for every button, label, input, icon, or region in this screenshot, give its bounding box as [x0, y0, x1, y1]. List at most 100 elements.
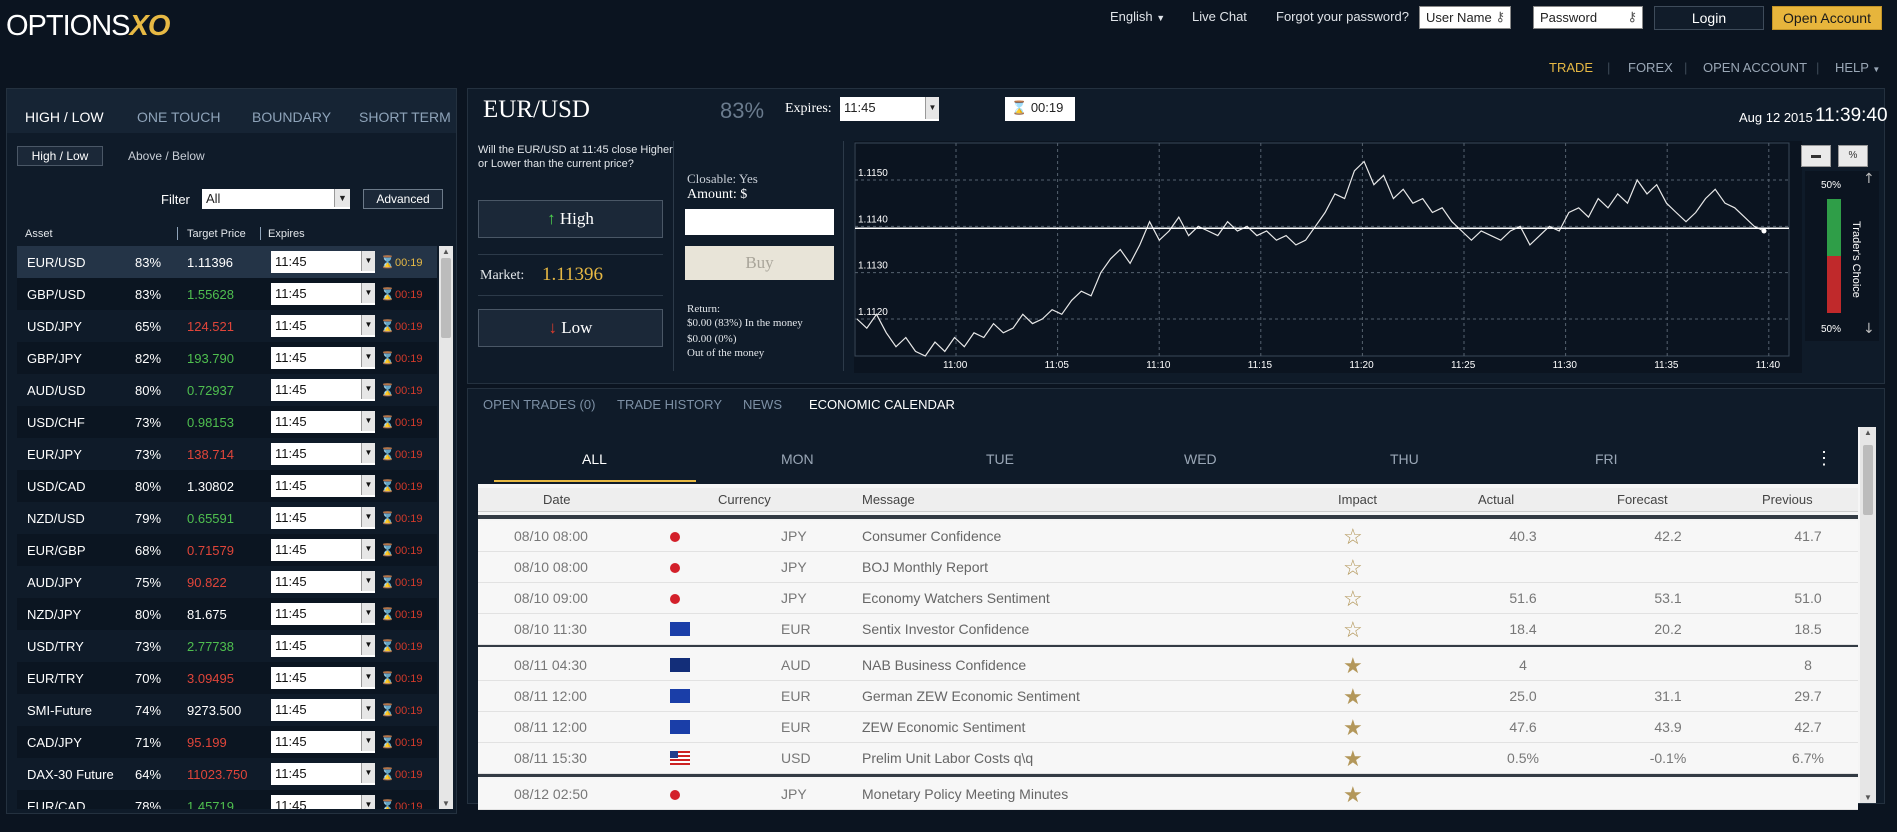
username-input[interactable]: User Name ⚷	[1419, 6, 1511, 29]
tab-high-low[interactable]: HIGH / LOW	[25, 109, 104, 125]
asset-list-scrollbar[interactable]: ▲ ▼	[439, 246, 453, 809]
day-tab-wed[interactable]: WED	[1184, 451, 1217, 467]
asset-expires-select[interactable]: 11:45 ▼	[271, 763, 375, 785]
scroll-thumb[interactable]	[1863, 445, 1873, 515]
hourglass-icon: ⌛	[380, 383, 395, 397]
asset-expires-select[interactable]: 11:45 ▼	[271, 635, 375, 657]
nav-open-account[interactable]: OPEN ACCOUNT	[1703, 60, 1808, 75]
asset-target-price: 90.822	[187, 575, 227, 590]
live-chat-link[interactable]: Live Chat	[1192, 9, 1247, 24]
calendar-scrollbar[interactable]: ▲ ▼	[1860, 427, 1876, 803]
open-account-button[interactable]: Open Account	[1772, 6, 1882, 30]
calendar-row[interactable]: 08/10 09:00 JPY Economy Watchers Sentiment…	[478, 583, 1858, 614]
calendar-row[interactable]: 08/12 02:50 JPY Monetary Policy Meeting Mi…	[478, 779, 1858, 810]
asset-expires-select[interactable]: 11:45 ▼	[271, 347, 375, 369]
asset-row[interactable]: SMI-Future 74% 9273.500 11:45 ▼ ⌛00:19	[17, 694, 437, 726]
asset-expires-select[interactable]: 11:45 ▼	[271, 507, 375, 529]
tab-trade-history[interactable]: TRADE HISTORY	[617, 397, 722, 412]
asset-expires-select[interactable]: 11:45 ▼	[271, 795, 375, 809]
asset-row[interactable]: USD/JPY 65% 124.521 11:45 ▼ ⌛00:19	[17, 310, 437, 342]
asset-row[interactable]: AUD/USD 80% 0.72937 11:45 ▼ ⌛00:19	[17, 374, 437, 406]
nav-forex[interactable]: FOREX	[1628, 60, 1673, 75]
asset-expires-select[interactable]: 11:45 ▼	[271, 571, 375, 593]
scroll-down-icon[interactable]: ▼	[1864, 793, 1872, 802]
buy-button[interactable]: Buy	[685, 246, 834, 280]
asset-row[interactable]: USD/CAD 80% 1.30802 11:45 ▼ ⌛00:19	[17, 470, 437, 502]
asset-row[interactable]: AUD/JPY 75% 90.822 11:45 ▼ ⌛00:19	[17, 566, 437, 598]
event-previous: 6.7%	[1792, 750, 1824, 766]
tab-boundary[interactable]: BOUNDARY	[252, 109, 332, 125]
asset-row[interactable]: GBP/USD 83% 1.55628 11:45 ▼ ⌛00:19	[17, 278, 437, 310]
filter-select[interactable]: All ▼	[202, 189, 350, 209]
asset-expires-select[interactable]: 11:45 ▼	[271, 731, 375, 753]
asset-row[interactable]: EUR/CAD 78% 1.45719 11:45 ▼ ⌛00:19	[17, 790, 437, 809]
asset-row[interactable]: NZD/USD 79% 0.65591 11:45 ▼ ⌛00:19	[17, 502, 437, 534]
asset-row[interactable]: USD/TRY 73% 2.77738 11:45 ▼ ⌛00:19	[17, 630, 437, 662]
day-tab-fri[interactable]: FRI	[1595, 451, 1618, 467]
logo[interactable]: OPTIONSXO	[6, 10, 170, 43]
calendar-row[interactable]: 08/10 08:00 JPY BOJ Monthly Report ☆	[478, 552, 1858, 583]
low-button[interactable]: ↓ Low	[478, 309, 663, 347]
tab-open-trades[interactable]: OPEN TRADES (0)	[483, 397, 596, 412]
asset-timer: ⌛00:19	[380, 511, 423, 525]
asset-row[interactable]: EUR/GBP 68% 0.71579 11:45 ▼ ⌛00:19	[17, 534, 437, 566]
asset-expires-select[interactable]: 11:45 ▼	[271, 667, 375, 689]
calendar-row[interactable]: 08/10 08:00 JPY Consumer Confidence ☆ 40.3 42…	[478, 521, 1858, 552]
day-tab-thu[interactable]: THU	[1390, 451, 1419, 467]
nav-trade[interactable]: TRADE	[1549, 60, 1594, 75]
impact-star-icon: ★	[1343, 684, 1363, 709]
subtab-high-low[interactable]: High / Low	[17, 146, 103, 166]
asset-expires-select[interactable]: 11:45 ▼	[271, 283, 375, 305]
asset-row[interactable]: EUR/TRY 70% 3.09495 11:45 ▼ ⌛00:19	[17, 662, 437, 694]
tab-economic-calendar[interactable]: ECONOMIC CALENDAR	[809, 397, 955, 412]
nav-help[interactable]: HELP ▼	[1835, 60, 1881, 75]
expires-select[interactable]: 11:45 ▼	[840, 97, 939, 121]
tab-news[interactable]: NEWS	[743, 397, 782, 412]
calendar-row[interactable]: 08/11 12:00 EUR German ZEW Economic Sentim…	[478, 681, 1858, 712]
percent-toggle-button[interactable]: %	[1838, 145, 1868, 167]
tab-short-term[interactable]: SHORT TERM	[359, 109, 451, 125]
amount-input[interactable]	[685, 209, 834, 235]
calendar-row[interactable]: 08/11 15:30 USD Prelim Unit Labor Costs q\…	[478, 743, 1858, 774]
day-tab-mon[interactable]: MON	[781, 451, 814, 467]
asset-row[interactable]: NZD/JPY 80% 81.675 11:45 ▼ ⌛00:19	[17, 598, 437, 630]
scroll-up-icon[interactable]: ▲	[1864, 428, 1872, 437]
asset-row[interactable]: USD/CHF 73% 0.98153 11:45 ▼ ⌛00:19	[17, 406, 437, 438]
asset-row[interactable]: CAD/JPY 71% 95.199 11:45 ▼ ⌛00:19	[17, 726, 437, 758]
forgot-password-link[interactable]: Forgot your password?	[1276, 9, 1409, 24]
asset-expires-select[interactable]: 11:45 ▼	[271, 251, 375, 273]
column-header-expires: Expires	[268, 228, 305, 240]
day-tab-tue[interactable]: TUE	[986, 451, 1014, 467]
calendar-row[interactable]: 08/11 12:00 EUR ZEW Economic Sentiment ★ 47.…	[478, 712, 1858, 743]
asset-row[interactable]: EUR/JPY 73% 138.714 11:45 ▼ ⌛00:19	[17, 438, 437, 470]
more-options-icon[interactable]: ⋮	[1815, 448, 1833, 468]
calendar-row[interactable]: 08/10 11:30 EUR Sentix Investor Confidence…	[478, 614, 1858, 645]
asset-row[interactable]: EUR/USD 83% 1.11396 11:45 ▼ ⌛00:19	[17, 246, 437, 278]
asset-expires-select[interactable]: 11:45 ▼	[271, 379, 375, 401]
login-button[interactable]: Login	[1654, 6, 1764, 30]
asset-row[interactable]: GBP/JPY 82% 193.790 11:45 ▼ ⌛00:19	[17, 342, 437, 374]
asset-expires-select[interactable]: 11:45 ▼	[271, 411, 375, 433]
hourglass-icon: ⌛	[1011, 100, 1028, 115]
price-chart[interactable]: 1.1150 1.1140 1.1130 1.1120 11:00 11:05 11:10 1…	[854, 141, 1802, 373]
asset-expires-select[interactable]: 11:45 ▼	[271, 539, 375, 561]
asset-expires-select[interactable]: 11:45 ▼	[271, 699, 375, 721]
day-tab-all[interactable]: ALL	[582, 451, 607, 467]
asset-expires-select[interactable]: 11:45 ▼	[271, 475, 375, 497]
language-select[interactable]: English ▼	[1110, 9, 1166, 24]
calendar-row[interactable]: 08/11 04:30 AUD NAB Business Confidence ★ 4 8	[478, 650, 1858, 681]
scroll-thumb[interactable]	[441, 258, 451, 338]
scroll-down-icon[interactable]: ▼	[442, 799, 450, 808]
password-input[interactable]: Password ⚷	[1533, 6, 1643, 29]
asset-row[interactable]: DAX-30 Future 64% 11023.750 11:45 ▼ ⌛00:19	[17, 758, 437, 790]
high-button[interactable]: ↑ High	[478, 200, 663, 238]
tab-one-touch[interactable]: ONE TOUCH	[137, 109, 221, 125]
asset-expires-select[interactable]: 11:45 ▼	[271, 603, 375, 625]
chart-type-icon[interactable]: ▬	[1801, 145, 1831, 167]
advanced-button[interactable]: Advanced	[363, 189, 443, 209]
subtab-above-below[interactable]: Above / Below	[128, 149, 205, 163]
asset-expires-select[interactable]: 11:45 ▼	[271, 315, 375, 337]
asset-expires-select[interactable]: 11:45 ▼	[271, 443, 375, 465]
event-actual: 51.6	[1509, 590, 1537, 606]
scroll-up-icon[interactable]: ▲	[442, 247, 450, 256]
